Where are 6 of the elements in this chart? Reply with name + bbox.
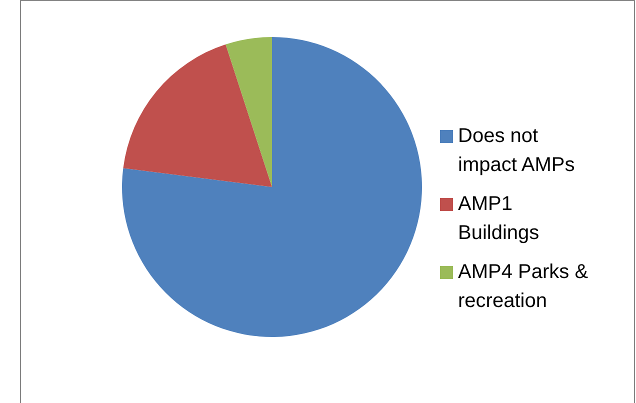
legend-label: AMP4 Parks & recreation (458, 261, 589, 312)
legend-label: AMP1 Buildings (458, 193, 540, 244)
pie-slice (123, 44, 272, 187)
pie-slice (226, 37, 272, 187)
pie-slice (122, 37, 422, 337)
legend-label: Does not impact AMPs (458, 125, 575, 176)
